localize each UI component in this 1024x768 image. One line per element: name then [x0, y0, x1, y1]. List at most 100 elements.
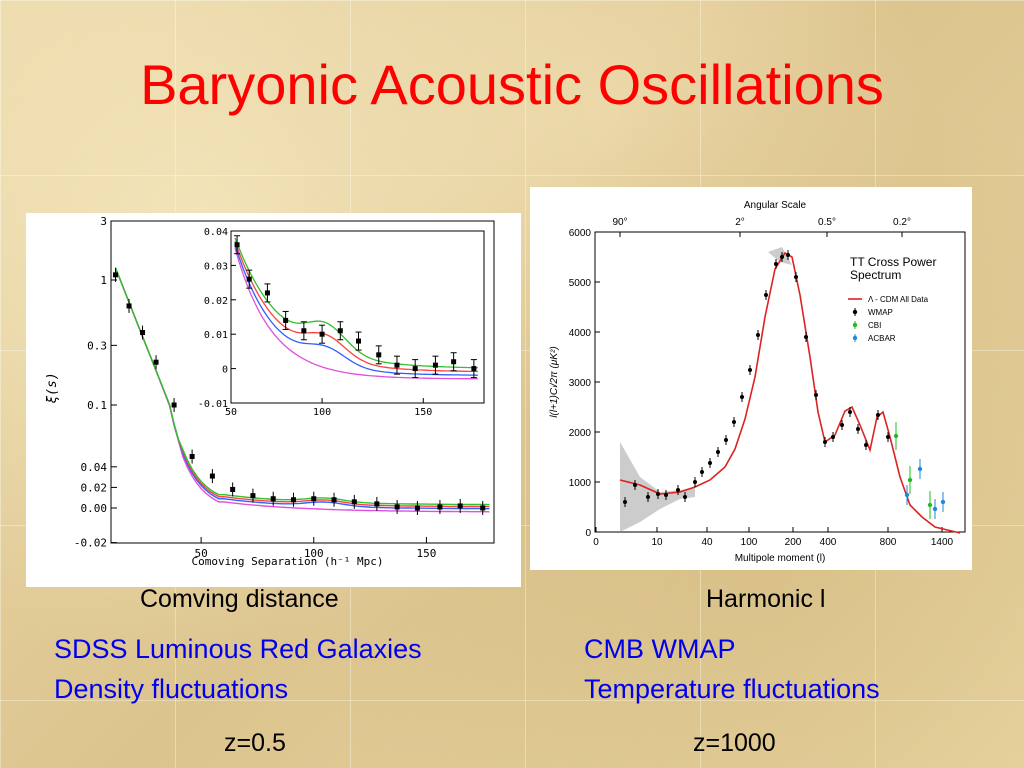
- top-tick-label: 90°: [612, 217, 627, 228]
- y-tick-label: 5000: [569, 278, 592, 289]
- data-point: [250, 493, 256, 499]
- y-tick-label: 0: [585, 528, 591, 539]
- data-point: [209, 473, 215, 479]
- inset-y-tick-label: 0: [222, 365, 228, 376]
- wmap-point: [848, 410, 852, 414]
- x-tick-label: 50: [194, 547, 207, 560]
- data-point: [457, 503, 463, 509]
- inset-y-tick-label: 0.03: [204, 261, 228, 272]
- y-axis-label: ξ(s): [45, 372, 60, 403]
- data-point: [290, 497, 296, 503]
- inset-data-point: [337, 328, 343, 334]
- acbar-point: [932, 506, 938, 512]
- y-axis-label: l(l+1)Cₗ/2π (μK²): [549, 346, 560, 417]
- top-tick-label: 0.5°: [818, 217, 836, 228]
- wmap-point: [683, 495, 687, 499]
- cmb-chart: Angular Scale 90° 2° 0.5° 0.2° 0 1000 2000 3000 4…: [530, 187, 972, 570]
- y-tick-label: 2000: [569, 428, 592, 439]
- data-point: [171, 402, 177, 408]
- x-tick-label: 100: [741, 537, 758, 548]
- slide-title: Baryonic Acoustic Oscillations: [140, 53, 884, 116]
- y-tick-label: 0.1: [87, 399, 107, 412]
- wmap-point: [864, 443, 868, 447]
- inset-data-point: [319, 331, 325, 337]
- inset-y-tick-label: -0.01: [198, 399, 228, 410]
- wmap-point: [831, 435, 835, 439]
- data-point: [394, 504, 400, 510]
- wmap-point: [623, 500, 627, 504]
- inset-model-curve: [234, 241, 478, 373]
- left-desc-line1: SDSS Luminous Red Galaxies: [54, 634, 422, 664]
- legend-label: Λ - CDM All Data: [868, 295, 929, 304]
- wmap-point: [724, 438, 728, 442]
- y-tick-label: -0.02: [74, 537, 107, 550]
- inset-y-tick-label: 0.02: [204, 296, 228, 307]
- inset-data-point: [246, 276, 252, 282]
- correlation-chart: 3 1 0.3 0.1 0.04 0.02 0.00 -0.02 50 100 150 Comovin…: [26, 213, 521, 587]
- y-tick-label: 1: [100, 274, 107, 287]
- correlation-chart-svg: 3 1 0.3 0.1 0.04 0.02 0.00 -0.02 50 100 150 Comovin…: [45, 215, 495, 568]
- acbar-point: [917, 466, 923, 472]
- cbi-point: [907, 477, 913, 483]
- wmap-point: [748, 368, 752, 372]
- y-tick-label: 4000: [569, 328, 592, 339]
- wmap-point: [804, 335, 808, 339]
- data-point: [153, 359, 159, 365]
- data-point: [140, 330, 146, 336]
- left-caption: Comving distance: [140, 585, 339, 613]
- legend-marker: [852, 309, 858, 315]
- data-point: [113, 272, 119, 278]
- wmap-point: [823, 440, 827, 444]
- cosmic-variance-band: [620, 442, 695, 532]
- wmap-point: [693, 480, 697, 484]
- peak-band: [768, 247, 792, 265]
- wmap-point: [740, 395, 744, 399]
- data-point: [437, 504, 443, 510]
- data-point: [189, 454, 195, 459]
- right-desc-line1: CMB WMAP: [584, 634, 736, 664]
- inset-y-tick-label: 0.01: [204, 330, 228, 341]
- acbar-point: [904, 492, 910, 498]
- data-point: [270, 496, 276, 502]
- wmap-point: [700, 470, 704, 474]
- wmap-point: [664, 493, 668, 497]
- wmap-point: [676, 488, 680, 492]
- x-tick-label: 100: [304, 547, 324, 560]
- x-tick-label: 150: [416, 547, 436, 560]
- legend-marker: [852, 335, 858, 341]
- wmap-point: [656, 492, 660, 496]
- model-curve: [114, 267, 490, 506]
- data-point: [480, 505, 486, 511]
- data-point: [230, 486, 236, 492]
- y-tick-label: 6000: [569, 228, 592, 239]
- acbar-point: [940, 499, 946, 505]
- inset-model-curve: [234, 248, 478, 380]
- wmap-point: [708, 461, 712, 465]
- inset-y-tick-label: 0.04: [204, 227, 228, 238]
- inset-data-point: [432, 362, 438, 368]
- cbi-point: [927, 502, 933, 508]
- x-tick-label: 40: [701, 537, 713, 548]
- x-axis-label: Multipole moment (l): [735, 553, 826, 564]
- right-desc-line2: Temperature fluctuations: [584, 674, 880, 704]
- inset-data-point: [301, 328, 307, 334]
- inset-data-point: [283, 317, 289, 323]
- data-point: [311, 496, 317, 502]
- plot-frame: [110, 220, 495, 544]
- y-tick-label: 0.02: [81, 481, 108, 494]
- wmap-point: [646, 495, 650, 499]
- inset-x-tick-label: 100: [313, 407, 331, 418]
- inset-data-point: [451, 359, 457, 365]
- wmap-point: [780, 255, 784, 259]
- y-tick-label: 0.3: [87, 339, 107, 352]
- wmap-point: [840, 423, 844, 427]
- wmap-point: [814, 393, 818, 397]
- chart-title-line1: TT Cross Power: [850, 255, 936, 269]
- data-point: [414, 505, 420, 511]
- x-tick-label: 10: [651, 537, 663, 548]
- inset-x-tick-label: 150: [414, 407, 432, 418]
- inset-data-point: [234, 242, 240, 248]
- x-tick-label: 800: [880, 537, 897, 548]
- y-tick-label: 3000: [569, 378, 592, 389]
